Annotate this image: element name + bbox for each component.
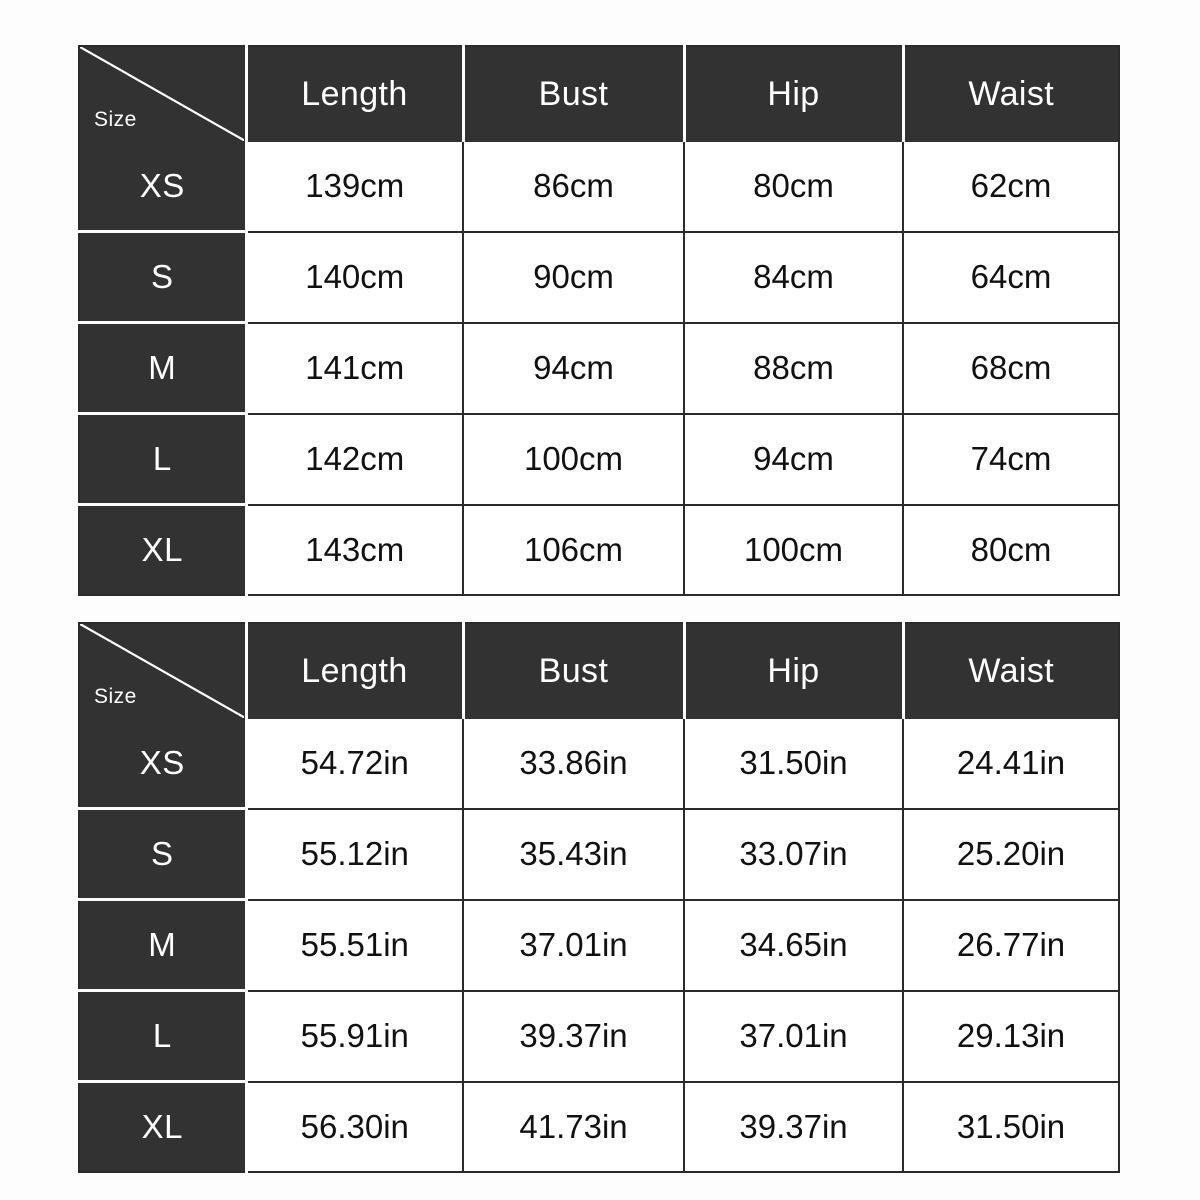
cell-bust: 37.01in <box>463 899 685 992</box>
cell-waist: 31.50in <box>903 1081 1119 1172</box>
column-header-bust: Bust <box>463 46 686 142</box>
cell-length: 55.12in <box>246 808 464 901</box>
cell-waist: 64cm <box>903 231 1119 324</box>
cell-bust: 39.37in <box>463 990 685 1083</box>
column-header-length: Length <box>246 623 465 719</box>
cell-bust: 100cm <box>463 413 685 506</box>
corner-size-label: Size <box>94 108 137 131</box>
cell-hip: 94cm <box>684 413 904 506</box>
cell-size: M <box>79 322 248 415</box>
table-row: XL 143cm 106cm 100cm 80cm <box>79 504 1119 595</box>
cell-hip: 100cm <box>684 504 904 595</box>
corner-header-cell: Size <box>79 46 248 142</box>
column-header-hip: Hip <box>684 46 905 142</box>
cell-waist: 29.13in <box>903 990 1119 1083</box>
diagonal-divider-icon <box>80 47 245 141</box>
cell-size: XL <box>79 1081 248 1172</box>
cell-bust: 41.73in <box>463 1081 685 1172</box>
table-row: M 55.51in 37.01in 34.65in 26.77in <box>79 899 1119 992</box>
table-row: XL 56.30in 41.73in 39.37in 31.50in <box>79 1081 1119 1172</box>
table-row: L 142cm 100cm 94cm 74cm <box>79 413 1119 506</box>
cell-size: L <box>79 990 248 1083</box>
cell-length: 55.51in <box>246 899 464 992</box>
cell-size: S <box>79 808 248 901</box>
cell-size: XL <box>79 504 248 595</box>
cell-length: 55.91in <box>246 990 464 1083</box>
corner-size-label: Size <box>94 685 137 708</box>
table-row: XS 139cm 86cm 80cm 62cm <box>79 142 1119 233</box>
cell-size: L <box>79 413 248 506</box>
cell-waist: 62cm <box>903 142 1119 233</box>
cell-size: S <box>79 231 248 324</box>
cell-length: 143cm <box>246 504 464 595</box>
cell-hip: 31.50in <box>684 719 904 810</box>
cell-bust: 35.43in <box>463 808 685 901</box>
cell-hip: 37.01in <box>684 990 904 1083</box>
cell-waist: 68cm <box>903 322 1119 415</box>
cell-waist: 74cm <box>903 413 1119 506</box>
cell-length: 142cm <box>246 413 464 506</box>
column-header-length: Length <box>246 46 465 142</box>
column-header-waist: Waist <box>903 46 1119 142</box>
cell-length: 54.72in <box>246 719 464 810</box>
table-row: XS 54.72in 33.86in 31.50in 24.41in <box>79 719 1119 810</box>
cell-hip: 33.07in <box>684 808 904 901</box>
table-header-row: Size Length Bust Hip Waist <box>79 623 1119 719</box>
cell-waist: 26.77in <box>903 899 1119 992</box>
cell-bust: 90cm <box>463 231 685 324</box>
cell-bust: 33.86in <box>463 719 685 810</box>
cell-hip: 39.37in <box>684 1081 904 1172</box>
table-row: S 55.12in 35.43in 33.07in 25.20in <box>79 808 1119 901</box>
cell-hip: 34.65in <box>684 899 904 992</box>
cell-size: M <box>79 899 248 992</box>
cell-bust: 106cm <box>463 504 685 595</box>
cell-waist: 25.20in <box>903 808 1119 901</box>
cell-bust: 86cm <box>463 142 685 233</box>
cell-size: XS <box>79 142 248 233</box>
column-header-hip: Hip <box>684 623 905 719</box>
cell-bust: 94cm <box>463 322 685 415</box>
cell-waist: 80cm <box>903 504 1119 595</box>
table-header-row: Size Length Bust Hip Waist <box>79 46 1119 142</box>
cell-length: 140cm <box>246 231 464 324</box>
inch-size-table: Size Length Bust Hip Waist XS 54.72in 33… <box>78 622 1120 1173</box>
cell-hip: 88cm <box>684 322 904 415</box>
diagonal-divider-icon <box>80 624 245 718</box>
corner-header-cell: Size <box>79 623 248 719</box>
cell-size: XS <box>79 719 248 810</box>
table-row: L 55.91in 39.37in 37.01in 29.13in <box>79 990 1119 1083</box>
cell-waist: 24.41in <box>903 719 1119 810</box>
column-header-waist: Waist <box>903 623 1119 719</box>
table-row: M 141cm 94cm 88cm 68cm <box>79 322 1119 415</box>
cell-length: 141cm <box>246 322 464 415</box>
cell-length: 56.30in <box>246 1081 464 1172</box>
table-row: S 140cm 90cm 84cm 64cm <box>79 231 1119 324</box>
centimeter-size-table: Size Length Bust Hip Waist XS 139cm 86cm… <box>78 45 1120 596</box>
cell-hip: 84cm <box>684 231 904 324</box>
cell-length: 139cm <box>246 142 464 233</box>
cell-hip: 80cm <box>684 142 904 233</box>
column-header-bust: Bust <box>463 623 686 719</box>
